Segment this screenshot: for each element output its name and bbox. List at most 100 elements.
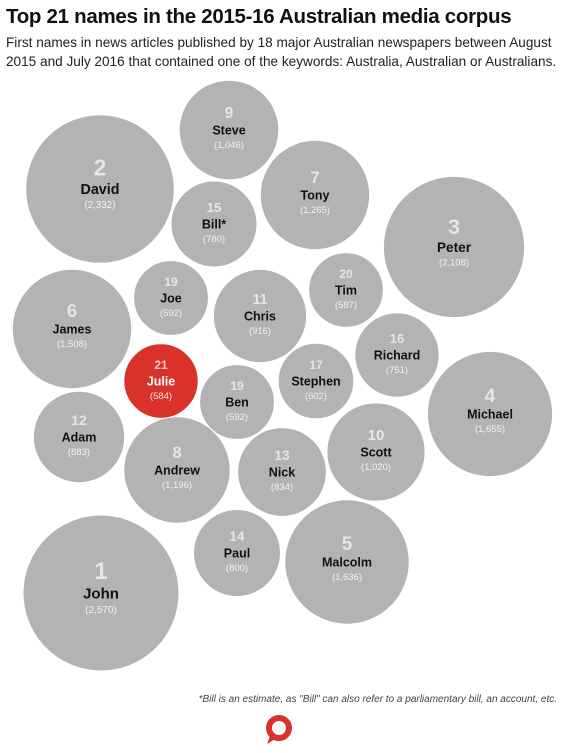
bubble-rank: 7	[310, 168, 319, 187]
bubble-value: (2,332)	[84, 200, 115, 211]
bubble-value: (751)	[386, 365, 408, 376]
bubble-circle	[32, 390, 126, 484]
bubble-circle	[123, 416, 231, 524]
bubble-name: Julie	[147, 374, 176, 388]
footnote: *Bill is an estimate, as "Bill" can also…	[198, 694, 557, 705]
bubble-name: David	[81, 182, 120, 198]
bubble-value: (1,636)	[332, 572, 362, 583]
bubble-rank: 20	[339, 267, 353, 281]
speech-bubble-logo-icon	[264, 714, 294, 746]
bubble-bill: 15 Bill* (780)	[170, 180, 258, 268]
bubble-value: (1,020)	[361, 462, 391, 473]
bubble-value: (1,046)	[214, 140, 244, 151]
bubble-circle	[284, 499, 410, 625]
bubble-rank: 9	[225, 105, 234, 122]
bubble-circle	[199, 364, 275, 440]
bubble-name: Bill*	[202, 217, 226, 231]
bubble-rank: 2	[94, 154, 107, 180]
bubble-name: Ben	[225, 395, 249, 409]
bubble-name: Nick	[269, 465, 295, 479]
bubble-rank: 13	[274, 448, 290, 463]
bubble-circle	[277, 342, 355, 420]
bubble-rank: 17	[309, 358, 323, 372]
bubble-name: Malcolm	[322, 555, 372, 569]
bubble-rank: 6	[67, 300, 77, 321]
bubble-circle	[25, 114, 175, 264]
bubble-value: (780)	[203, 234, 225, 245]
bubble-circle	[193, 509, 281, 597]
bubble-name: John	[83, 585, 119, 602]
bubble-rank: 8	[172, 444, 181, 462]
bubble-richard: 16 Richard (751)	[354, 312, 440, 398]
bubble-circle	[22, 514, 180, 672]
bubble-value: (883)	[68, 447, 90, 458]
bubble-circle	[11, 268, 133, 390]
bubble-value: (834)	[271, 482, 293, 493]
bubble-rank: 5	[342, 534, 353, 555]
bubble-circle	[382, 175, 526, 319]
bubble-name: Peter	[437, 240, 472, 255]
bubble-name: Steve	[212, 123, 245, 137]
bubble-rank: 1	[94, 558, 107, 585]
bubble-adam: 12 Adam (883)	[32, 390, 126, 484]
bubble-circle	[178, 79, 280, 181]
bubble-name: Richard	[374, 348, 421, 362]
bubble-rank: 3	[448, 214, 460, 239]
bubble-circle	[237, 427, 327, 517]
bubble-julie: 21 Julie (584)	[123, 343, 199, 419]
bubble-rank: 19	[164, 275, 178, 289]
bubble-name: Chris	[244, 309, 276, 323]
bubble-ben: 19 Ben (592)	[199, 364, 275, 440]
bubble-rank: 10	[368, 427, 385, 444]
bubble-name: Stephen	[291, 374, 340, 388]
bubble-rank: 16	[390, 331, 404, 346]
bubble-value: (2,570)	[85, 605, 117, 616]
bubble-circle	[308, 252, 384, 328]
bubble-name: Joe	[160, 291, 182, 305]
bubble-nick: 13 Nick (834)	[237, 427, 327, 517]
bubble-rank: 11	[252, 292, 267, 308]
bubble-name: Paul	[224, 546, 250, 560]
bubble-value: (800)	[226, 563, 248, 574]
bubble-rank: 12	[71, 412, 87, 428]
bubble-value: (1,655)	[475, 424, 505, 435]
bubble-joe: 19 Joe (592)	[133, 260, 209, 336]
bubble-name: Adam	[62, 430, 97, 444]
bubble-value: (1,196)	[162, 480, 192, 491]
bubble-name: Scott	[360, 445, 392, 459]
bubble-rank: 14	[230, 529, 245, 544]
bubble-paul: 14 Paul (800)	[193, 509, 281, 597]
chart-title: Top 21 names in the 2015-16 Australian m…	[6, 5, 512, 28]
bubble-tim: 20 Tim (587)	[308, 252, 384, 328]
bubble-chart: 1John(2,570)2David(2,332)3Peter(2,108)4M…	[11, 79, 554, 672]
bubble-rank: 4	[485, 386, 496, 407]
bubble-circle	[133, 260, 209, 336]
bubble-name: Michael	[467, 407, 513, 421]
bubble-value: (592)	[160, 308, 182, 319]
bubble-name: Andrew	[154, 463, 200, 477]
bubble-circle	[212, 268, 308, 364]
bubble-circle	[354, 312, 440, 398]
bubble-value: (2,108)	[439, 258, 469, 269]
bubble-circle	[123, 343, 199, 419]
bubble-value: (587)	[335, 300, 357, 311]
bubble-value: (1,265)	[300, 205, 330, 216]
bubble-value: (1,508)	[57, 339, 87, 350]
bubble-circle	[259, 139, 371, 251]
bubble-name: Tim	[335, 283, 357, 297]
bubble-rank: 19	[230, 379, 244, 393]
bubble-value: (602)	[305, 391, 327, 402]
bubble-david: 2 David (2,332)	[25, 114, 175, 264]
bubble-value: (592)	[226, 412, 248, 423]
bubble-name: Tony	[301, 188, 330, 202]
